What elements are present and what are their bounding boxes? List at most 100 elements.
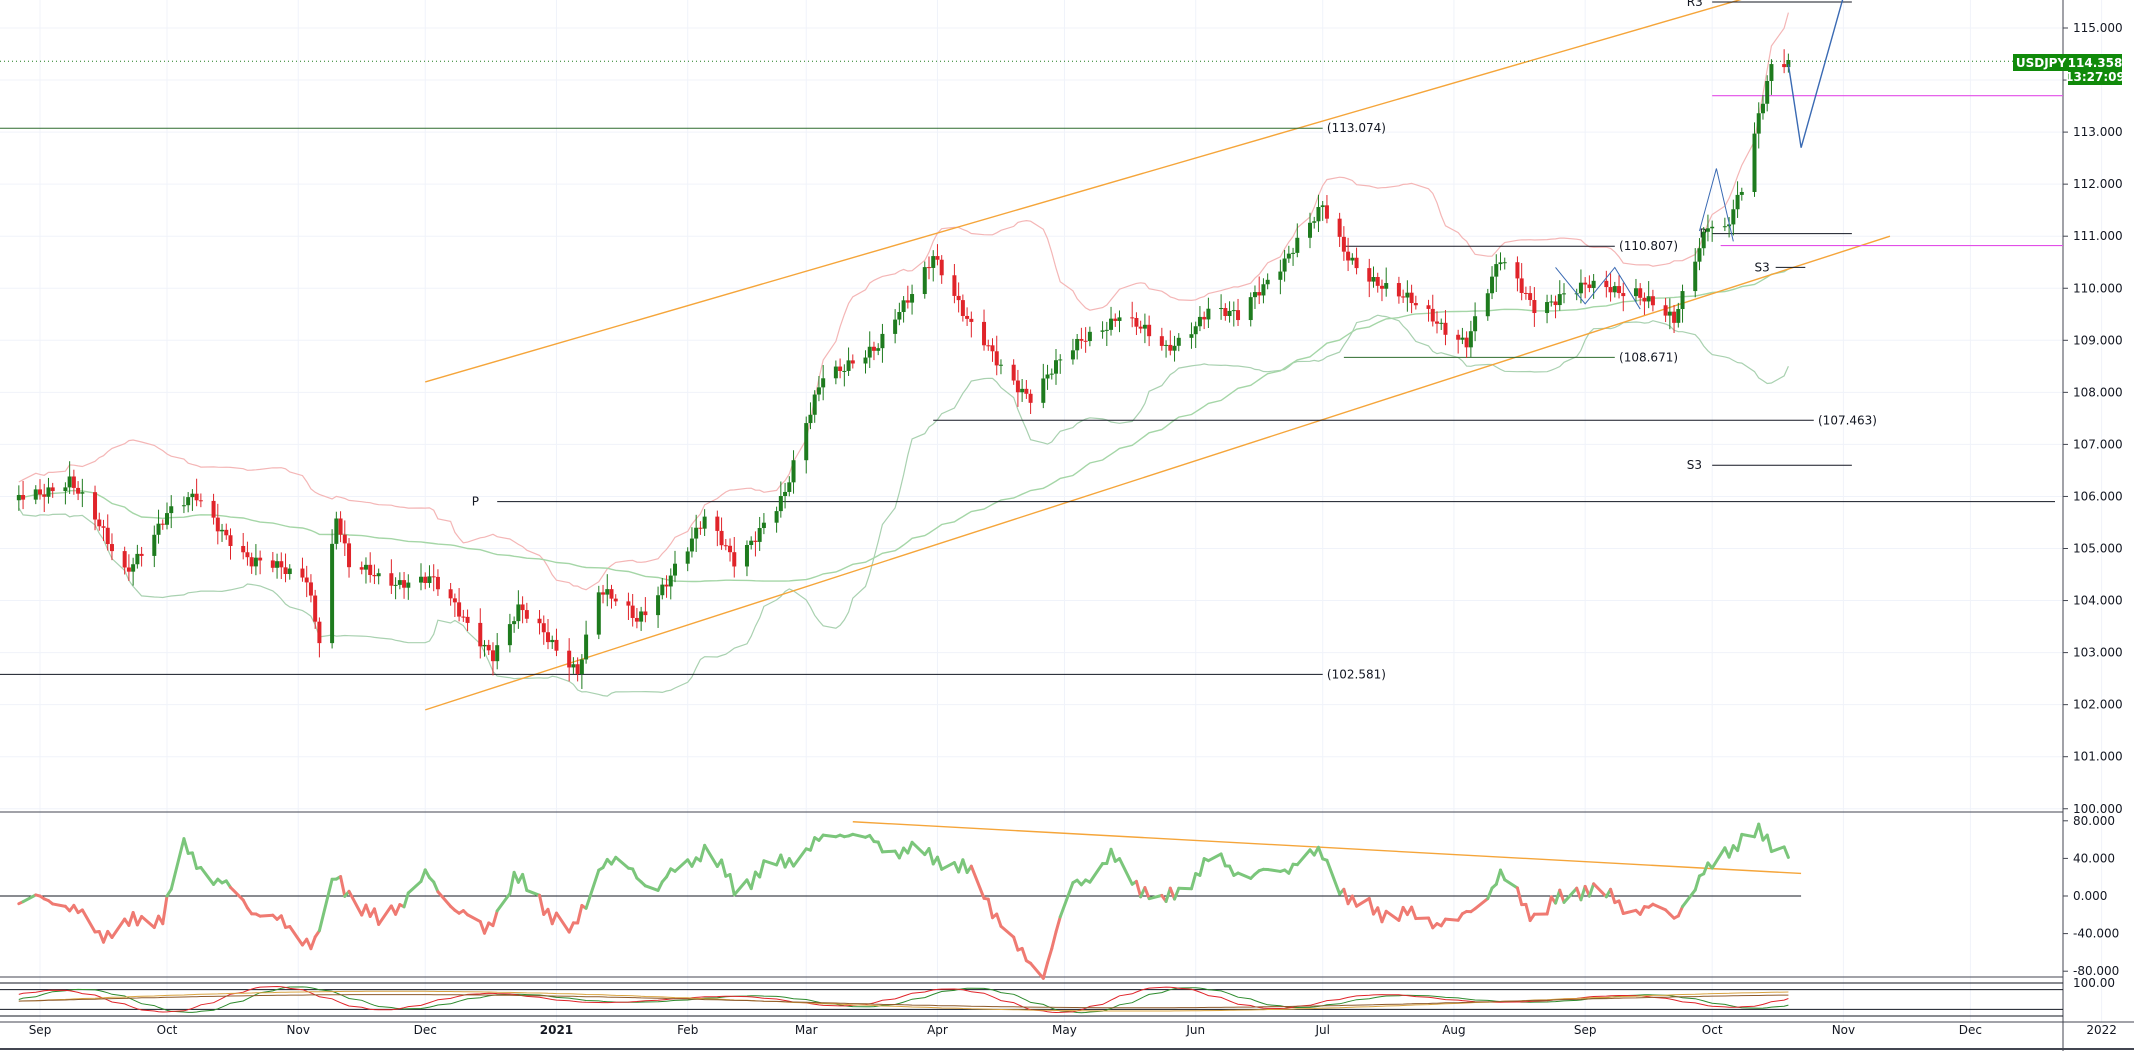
stoch-line: [19, 995, 1789, 1008]
cci-tick-label: 80.000: [2073, 814, 2115, 828]
cci-segment: [942, 863, 955, 870]
candle-body: [21, 495, 25, 500]
cci-segment: [1594, 884, 1607, 897]
cci-segment: [142, 917, 155, 928]
candle-body: [258, 558, 262, 561]
cci-segment: [231, 887, 244, 900]
candle-body: [673, 564, 677, 576]
candle-body: [1609, 287, 1613, 292]
candle-body: [1634, 288, 1638, 296]
cci-segment: [730, 875, 734, 895]
candle-body: [284, 567, 288, 574]
price-tick-label: 112.000: [2073, 177, 2123, 191]
projection-path: [1788, 0, 1843, 148]
cci-segment: [1683, 890, 1696, 907]
candle-body: [715, 517, 719, 531]
candle-body: [377, 573, 381, 576]
candle-body: [817, 387, 821, 394]
cci-segment: [1695, 876, 1699, 890]
cci-segment: [396, 905, 400, 915]
candle-body: [1693, 262, 1697, 291]
candle-body: [495, 645, 499, 661]
cci-segment: [1501, 870, 1505, 880]
cci-segment: [281, 916, 285, 928]
candle-body: [449, 589, 453, 598]
candle-body: [1372, 277, 1376, 282]
candle-body: [516, 604, 520, 621]
level-label: (108.671): [1619, 350, 1678, 364]
candle-body: [927, 267, 931, 268]
cci-segment: [1742, 834, 1755, 836]
candle-body: [427, 576, 431, 583]
cci-segment: [523, 874, 527, 890]
stoch-layer: [0, 983, 2063, 1016]
candle-body: [1189, 334, 1193, 338]
candle-body: [635, 618, 639, 622]
price-tick-label: 109.000: [2073, 333, 2123, 347]
candle-body: [195, 494, 199, 501]
cci-segment: [1014, 937, 1018, 950]
candle-body: [42, 494, 46, 496]
candle-body: [250, 557, 254, 566]
candle-body: [1617, 286, 1621, 293]
cci-segment: [1526, 904, 1530, 920]
candle-body: [1587, 285, 1591, 288]
cci-segment: [527, 890, 540, 895]
cci-segment: [616, 857, 629, 868]
candle-body: [745, 545, 749, 566]
price-tick-label: 106.000: [2073, 489, 2123, 503]
candle-body: [123, 551, 127, 567]
cci-segment: [1517, 888, 1521, 905]
candle-body: [1164, 345, 1168, 346]
candle-body: [491, 650, 495, 661]
price-tick-label: 113.000: [2073, 125, 2123, 139]
candle-body: [508, 624, 512, 645]
candle-body: [952, 275, 956, 296]
cci-segment: [764, 861, 777, 865]
candle-body: [398, 580, 402, 585]
candle-body: [813, 395, 817, 415]
candle-body: [1414, 303, 1418, 305]
cci-segment: [1031, 963, 1044, 978]
candle-body: [1236, 310, 1240, 320]
candle-body: [161, 524, 165, 525]
candle-body: [728, 546, 732, 552]
cci-segment: [260, 915, 273, 916]
cci-segment: [908, 842, 912, 853]
cci-segment: [878, 842, 882, 852]
candle-body: [229, 535, 233, 546]
x-tick-label: Jul: [1314, 1023, 1329, 1037]
candle-body: [1672, 312, 1676, 323]
candle-body: [1761, 104, 1765, 113]
cci-segment: [722, 860, 726, 876]
candle-body: [68, 476, 72, 487]
candle-body: [1723, 226, 1727, 227]
candle-body: [614, 599, 618, 602]
cci-segment: [1060, 883, 1073, 917]
candle-body: [1257, 292, 1261, 295]
candle-body: [1147, 325, 1151, 336]
candle-body: [1562, 293, 1566, 294]
candle-body: [182, 505, 186, 506]
candle-body: [1071, 350, 1075, 359]
candle-body: [1058, 359, 1062, 360]
candle-body: [982, 322, 986, 345]
candle-body: [17, 495, 21, 500]
candle-body: [512, 621, 516, 624]
candle-body: [872, 347, 876, 351]
candle-body: [216, 518, 220, 532]
cci-segment: [760, 861, 764, 877]
candle-body: [1134, 318, 1138, 327]
candle-body: [1029, 394, 1033, 403]
candle-body: [546, 632, 550, 642]
candle-body: [1554, 301, 1558, 305]
candle-body: [72, 476, 76, 487]
cci-segment: [1738, 834, 1742, 850]
candle-body: [923, 267, 927, 294]
candle-body: [1520, 278, 1524, 293]
candle-body: [436, 577, 440, 589]
x-tick-label: Nov: [287, 1023, 310, 1037]
candle-body: [804, 423, 808, 460]
price-tick-label: 104.000: [2073, 594, 2123, 608]
candle-body: [1054, 360, 1058, 373]
